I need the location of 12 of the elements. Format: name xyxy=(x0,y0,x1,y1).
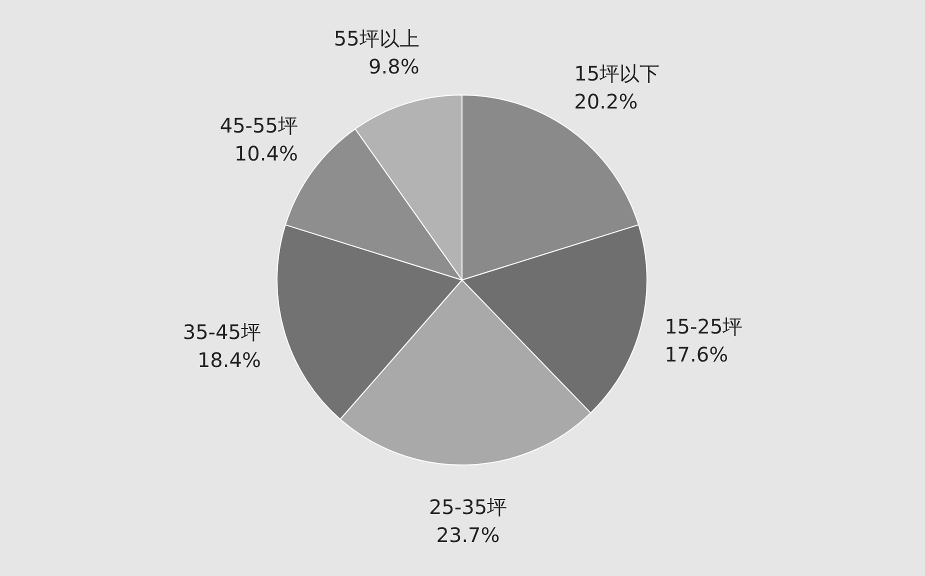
slice-label: 25-35坪 xyxy=(428,494,508,519)
data-label: 17.6% xyxy=(664,342,728,366)
data-label: 18.4% xyxy=(197,348,261,372)
slice-label: 15坪以下 xyxy=(574,62,660,86)
slice-label: 45-55坪 xyxy=(220,114,298,138)
data-label: 23.7% xyxy=(436,522,500,547)
data-label: 9.8% xyxy=(368,54,420,78)
data-label: 10.4% xyxy=(234,142,298,166)
slice-label: 55坪以上 xyxy=(334,26,420,50)
slice-label: 35-45坪 xyxy=(182,320,261,344)
slice-label: 15-25坪 xyxy=(664,314,743,338)
data-label: 20.2% xyxy=(574,90,638,114)
